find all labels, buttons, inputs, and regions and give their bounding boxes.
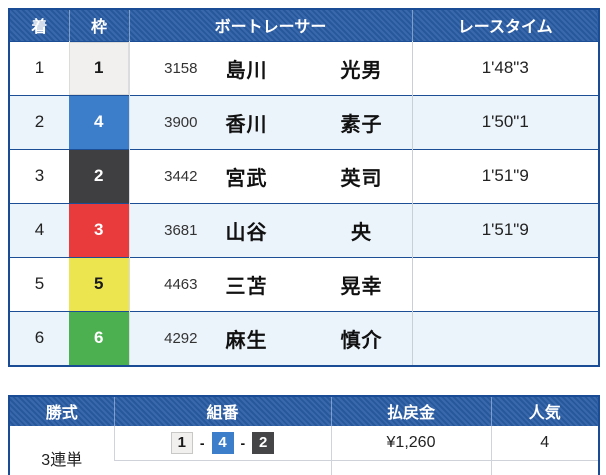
payout-amount-cell: ¥1,260 xyxy=(330,425,491,461)
racer-cell: 3681 山谷 央 xyxy=(128,202,412,257)
header-frame: 枠 xyxy=(68,9,129,41)
racer-surname: 宮武 xyxy=(225,167,268,190)
racer-surname: 麻生 xyxy=(225,329,268,352)
frame-cell: 2 xyxy=(69,148,129,203)
header-time: レースタイム xyxy=(411,9,599,41)
racer-surname: 三苫 xyxy=(225,275,268,298)
race-time-cell: 1'50"1 xyxy=(411,94,599,149)
payout-row-empty xyxy=(9,460,599,475)
combination-number-badge: 2 xyxy=(252,431,275,454)
frame-badge: 5 xyxy=(69,257,129,311)
header-popularity: 人気 xyxy=(490,395,599,426)
header-bet-type: 勝式 xyxy=(9,395,114,426)
header-racer: ボートレーサー xyxy=(128,9,412,41)
racer-given-name: 央 xyxy=(351,221,372,244)
frame-cell: 4 xyxy=(69,94,129,149)
racer-reg-no: 4463 xyxy=(164,275,198,293)
frame-badge: 4 xyxy=(69,95,129,149)
racer-cell: 3442 宮武 英司 xyxy=(128,148,412,203)
combination-number-badge: 4 xyxy=(211,431,234,454)
race-time-cell: 1'51"9 xyxy=(411,202,599,257)
place-cell: 1 xyxy=(9,40,69,95)
racer-cell: 3158 島川 光男 xyxy=(128,40,412,95)
racer-given-name: 慎介 xyxy=(340,329,383,352)
combination-dash: - xyxy=(240,434,246,451)
racer-surname: 島川 xyxy=(225,59,268,82)
racer-given-name: 素子 xyxy=(340,113,383,136)
header-place: 着 xyxy=(9,9,69,41)
results-header-row: 着 枠 ボートレーサー レースタイム xyxy=(9,9,599,41)
frame-cell: 6 xyxy=(69,310,129,366)
frame-cell: 3 xyxy=(69,202,129,257)
bet-type-cell: 3連単 xyxy=(41,451,83,469)
table-row: 5 5 4463 三苫 晃幸 xyxy=(9,256,599,311)
header-combination: 組番 xyxy=(113,395,331,426)
combination-number-badge: 1 xyxy=(170,431,193,454)
race-time-cell xyxy=(411,256,599,311)
race-results-table: 着 枠 ボートレーサー レースタイム 1 1 3158 島川 光男 1'48"3 xyxy=(8,8,600,367)
table-row: 1 1 3158 島川 光男 1'48"3 xyxy=(9,40,599,95)
payout-amount-cell-empty xyxy=(330,460,491,475)
payout-header-row: 勝式 組番 払戻金 人気 xyxy=(9,395,599,426)
racer-cell: 4463 三苫 晃幸 xyxy=(128,256,412,311)
racer-reg-no: 3158 xyxy=(164,59,198,77)
place-cell: 6 xyxy=(9,310,69,366)
racer-given-name: 光男 xyxy=(340,59,383,82)
place-cell: 4 xyxy=(9,202,69,257)
racer-cell: 3900 香川 素子 xyxy=(128,94,412,149)
racer-reg-no: 3681 xyxy=(164,221,198,239)
racer-given-name: 英司 xyxy=(340,167,383,190)
header-payout: 払戻金 xyxy=(330,395,491,426)
combination-cell: 1 - 4 - 2 xyxy=(113,425,331,461)
race-time-cell xyxy=(411,310,599,366)
frame-badge: 6 xyxy=(69,311,129,365)
racer-reg-no: 3442 xyxy=(164,167,198,185)
race-time-cell: 1'48"3 xyxy=(411,40,599,95)
frame-cell: 5 xyxy=(69,256,129,311)
racer-cell: 4292 麻生 慎介 xyxy=(128,310,412,366)
racer-reg-no: 4292 xyxy=(164,329,198,347)
racer-given-name: 晃幸 xyxy=(340,275,383,298)
table-row: 4 3 3681 山谷 央 1'51"9 xyxy=(9,202,599,257)
payout-row: 3連単 1 - 4 - 2 ¥1,260 4 xyxy=(9,425,599,469)
frame-badge: 1 xyxy=(69,41,129,95)
popularity-cell: 4 xyxy=(490,425,599,461)
place-cell: 5 xyxy=(9,256,69,311)
frame-cell: 1 xyxy=(69,40,129,95)
frame-badge: 3 xyxy=(69,203,129,257)
popularity-cell-empty xyxy=(490,460,599,475)
place-cell: 2 xyxy=(9,94,69,149)
racer-surname: 山谷 xyxy=(225,221,268,244)
place-cell: 3 xyxy=(9,148,69,203)
combination-dash: - xyxy=(199,434,205,451)
table-row: 2 4 3900 香川 素子 1'50"1 xyxy=(9,94,599,149)
racer-reg-no: 3900 xyxy=(164,113,198,131)
payout-table: 勝式 組番 払戻金 人気 3連単 1 - 4 - 2 ¥1,260 xyxy=(8,394,600,475)
table-row: 6 6 4292 麻生 慎介 xyxy=(9,310,599,366)
racer-surname: 香川 xyxy=(225,113,268,136)
table-row: 3 2 3442 宮武 英司 1'51"9 xyxy=(9,148,599,203)
frame-badge: 2 xyxy=(69,149,129,203)
race-time-cell: 1'51"9 xyxy=(411,148,599,203)
combination-cell-empty xyxy=(114,460,331,475)
